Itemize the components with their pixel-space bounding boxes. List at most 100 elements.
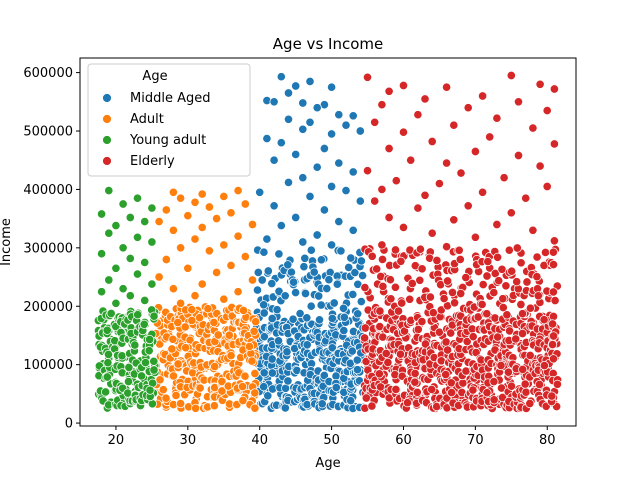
scatter-point-middle-aged (334, 217, 344, 227)
scatter-point-elderly (504, 245, 514, 255)
scatter-point-middle-aged (339, 326, 349, 336)
scatter-point-adult (212, 214, 222, 224)
scatter-point-elderly (521, 193, 531, 203)
scatter-point-middle-aged (305, 117, 315, 127)
scatter-point-elderly (516, 258, 526, 268)
axes-layer: 20 30 40 50 60 70 80 0 100000 200000 300000 400000 5… (23, 66, 555, 448)
scatter-point-elderly (490, 313, 500, 323)
scatter-point-elderly (470, 146, 480, 157)
scatter-point-elderly (377, 240, 387, 250)
scatter-point-elderly (410, 368, 420, 378)
scatter-point-adult (167, 344, 177, 354)
scatter-point-elderly (377, 184, 387, 194)
scatter-point-adult (226, 208, 236, 218)
scatter-point-middle-aged (259, 382, 269, 392)
scatter-point-elderly (512, 243, 522, 253)
scatter-point-elderly (494, 276, 504, 286)
scatter-point-young-adult (125, 253, 135, 263)
scatter-point-elderly (517, 328, 528, 339)
scatter-point-middle-aged (331, 382, 341, 393)
scatter-point-elderly (533, 291, 543, 301)
scatter-point-elderly (535, 79, 545, 89)
scatter-point-elderly (512, 277, 522, 287)
scatter-point-adult (212, 267, 222, 277)
scatter-point-middle-aged (352, 355, 362, 365)
chart-title: Age vs Income (273, 35, 383, 53)
scatter-point-elderly (511, 334, 521, 344)
y-tick-label: 600000 (23, 66, 73, 81)
scatter-point-young-adult (106, 308, 116, 318)
scatter-point-elderly (420, 339, 431, 349)
scatter-point-elderly (485, 132, 495, 142)
scatter-point-elderly (393, 306, 404, 316)
scatter-point-elderly (415, 275, 425, 285)
scatter-point-elderly (520, 379, 530, 389)
scatter-point-elderly (390, 282, 400, 292)
scatter-point-middle-aged (348, 225, 358, 235)
scatter-point-elderly (384, 393, 394, 403)
scatter-point-middle-aged (288, 314, 298, 324)
scatter-point-young-adult (97, 249, 107, 259)
scatter-point-young-adult (102, 325, 112, 335)
scatter-point-young-adult (101, 387, 111, 397)
scatter-point-elderly (412, 387, 422, 397)
scatter-point-elderly (360, 283, 370, 293)
scatter-point-elderly (532, 252, 542, 262)
scatter-point-elderly (492, 219, 502, 230)
scatter-point-elderly (498, 294, 508, 304)
scatter-point-middle-aged (341, 186, 351, 196)
scatter-point-elderly (549, 139, 559, 149)
scatter-point-middle-aged (338, 303, 349, 313)
scatter-point-adult (209, 317, 219, 327)
scatter-point-middle-aged (259, 332, 269, 342)
scatter-point-elderly (396, 256, 406, 266)
y-axis-label: Income (0, 218, 14, 266)
scatter-point-elderly (417, 264, 427, 274)
scatter-point-young-adult (145, 334, 155, 345)
scatter-point-middle-aged (348, 167, 358, 177)
scatter-point-middle-aged (319, 143, 329, 154)
scatter-point-elderly (413, 324, 423, 334)
scatter-point-young-adult (104, 275, 114, 285)
scatter-point-elderly (548, 354, 559, 364)
scatter-point-adult (204, 246, 214, 256)
scatter-point-middle-aged (322, 284, 332, 294)
scatter-point-adult (176, 298, 186, 308)
scatter-point-elderly (385, 275, 395, 285)
scatter-point-elderly (405, 294, 415, 304)
scatter-point-elderly (522, 277, 532, 287)
scatter-point-elderly (362, 166, 373, 176)
scatter-point-elderly (398, 80, 409, 91)
scatter-point-middle-aged (306, 301, 316, 311)
scatter-point-middle-aged (358, 271, 368, 281)
scatter-point-middle-aged (280, 291, 290, 301)
scatter-point-elderly (499, 173, 509, 183)
scatter-point-young-adult (117, 351, 127, 361)
scatter-point-elderly (549, 331, 559, 341)
scatter-point-young-adult (97, 287, 107, 297)
scatter-point-elderly (397, 298, 407, 308)
scatter-point-middle-aged (341, 120, 351, 130)
scatter-point-elderly (456, 288, 466, 299)
scatter-point-middle-aged (356, 256, 366, 266)
scatter-point-middle-aged (327, 343, 337, 353)
scatter-point-middle-aged (283, 88, 294, 98)
scatter-point-young-adult (111, 298, 121, 308)
scatter-point-middle-aged (253, 267, 263, 277)
scatter-point-elderly (381, 348, 391, 358)
scatter-point-elderly (398, 222, 409, 232)
scatter-point-young-adult (97, 209, 107, 219)
scatter-point-young-adult (145, 385, 155, 395)
scatter-point-young-adult (147, 237, 157, 247)
scatter-point-elderly (470, 232, 480, 242)
scatter-point-adult (219, 240, 229, 250)
scatter-point-elderly (468, 332, 478, 342)
scatter-point-elderly (463, 201, 473, 211)
scatter-point-elderly (503, 367, 513, 377)
scatter-point-elderly (450, 298, 460, 308)
scatter-point-elderly (513, 97, 524, 107)
scatter-point-elderly (420, 94, 430, 104)
scatter-point-elderly (441, 370, 451, 380)
scatter-point-elderly (427, 384, 437, 394)
scatter-point-elderly (434, 179, 444, 189)
